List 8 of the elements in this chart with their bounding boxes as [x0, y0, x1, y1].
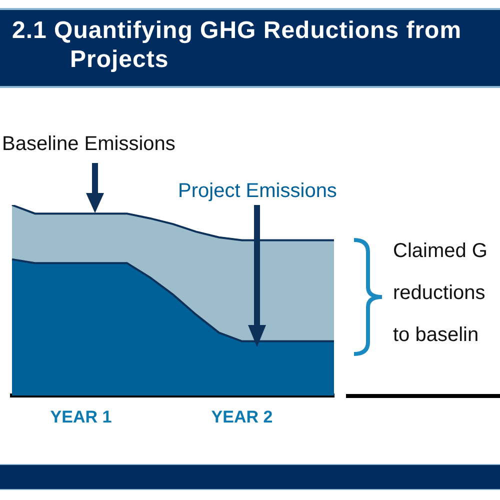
- text: to baselin: [393, 324, 479, 347]
- x-tick-label: YEAR 1: [50, 407, 112, 426]
- x-tick-label: YEAR 2: [211, 407, 273, 426]
- chart-title: 2.1 Quantifying GHG Reductions from Projects: [12, 16, 463, 74]
- text: reductions: [393, 282, 486, 305]
- text: Baseline Emissions: [2, 133, 176, 156]
- text: Claimed G: [393, 240, 488, 263]
- text: Project Emissions: [178, 180, 337, 203]
